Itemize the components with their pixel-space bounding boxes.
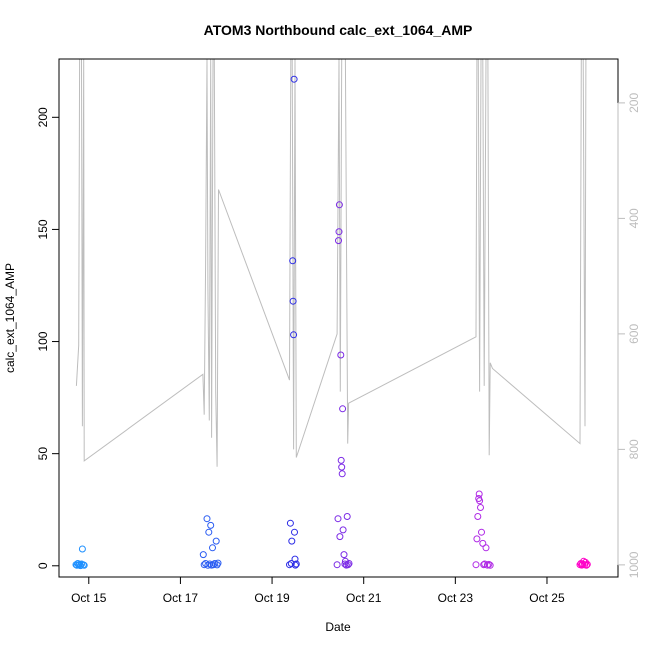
secondary-line — [75, 58, 587, 467]
data-point — [337, 456, 345, 464]
data-point — [291, 561, 299, 569]
y2-tick-label: 800 — [627, 439, 641, 459]
data-point — [339, 405, 347, 413]
data-point — [335, 228, 343, 236]
y-tick-label: 100 — [36, 331, 50, 351]
data-point — [477, 504, 484, 511]
y2-tick-label: 200 — [627, 93, 641, 113]
data-point — [334, 515, 342, 523]
data-point — [199, 551, 207, 559]
x-axis: Oct 15 Oct 17 Oct 19 Oct 21 Oct 23 Oct 25 — [71, 576, 565, 605]
chart-title: ATOM3 Northbound calc_ext_1064_AMP — [204, 22, 473, 38]
data-point — [214, 559, 222, 567]
x-tick-label: Oct 23 — [438, 591, 474, 605]
data-point — [288, 537, 296, 545]
data-point — [289, 257, 297, 265]
x-tick-label: Oct 21 — [346, 591, 382, 605]
data-point — [336, 533, 344, 541]
data-point — [474, 513, 482, 520]
data-point — [290, 331, 298, 339]
data-point — [205, 528, 213, 536]
data-point — [482, 544, 490, 552]
data-point — [290, 75, 298, 83]
data-point — [475, 490, 483, 498]
data-point — [338, 463, 346, 471]
x-tick-label: Oct 15 — [71, 591, 107, 605]
data-point — [582, 558, 589, 566]
secondary-series-line — [75, 58, 587, 467]
data-point — [485, 560, 493, 568]
data-point — [480, 561, 488, 569]
data-points — [72, 75, 591, 570]
x-tick-label: Oct 19 — [254, 591, 290, 605]
data-point — [286, 519, 294, 527]
y2-tick-label: 1000 — [627, 551, 641, 578]
data-point — [582, 561, 590, 569]
data-point — [289, 297, 297, 305]
data-point — [335, 201, 343, 209]
data-point — [287, 560, 295, 567]
data-point — [476, 497, 484, 505]
y2-tick-label: 600 — [627, 324, 641, 344]
data-point — [203, 515, 211, 523]
data-point — [473, 535, 481, 543]
y-axis-label: calc_ext_1064_AMP — [3, 263, 17, 373]
data-point — [335, 237, 342, 245]
data-point — [212, 537, 220, 545]
data-point — [333, 561, 341, 569]
data-point — [478, 528, 485, 536]
y-tick-label: 50 — [36, 447, 50, 461]
data-point — [77, 562, 84, 570]
y-tick-label: 0 — [36, 562, 50, 569]
data-point — [339, 526, 347, 534]
secondary-y-axis: 200 400 600 800 1000 — [617, 93, 641, 578]
data-point — [209, 561, 217, 569]
y-tick-label: 200 — [36, 107, 50, 127]
y-axis: 0 50 100 150 200 — [36, 107, 60, 569]
y-tick-label: 150 — [36, 219, 50, 239]
data-point — [341, 560, 349, 568]
data-point — [340, 551, 348, 559]
data-point — [486, 561, 494, 569]
data-point — [78, 545, 86, 553]
data-point — [583, 560, 591, 568]
data-point — [209, 544, 216, 552]
data-point — [207, 521, 215, 529]
x-tick-label: Oct 25 — [529, 591, 565, 605]
x-tick-label: Oct 17 — [163, 591, 199, 605]
data-point — [344, 561, 352, 569]
data-point — [80, 561, 88, 569]
x-axis-label: Date — [325, 620, 351, 634]
data-point — [291, 528, 298, 536]
data-point — [338, 470, 346, 478]
data-point — [337, 351, 345, 359]
data-point — [345, 560, 353, 567]
y2-tick-label: 400 — [627, 208, 641, 228]
data-point — [472, 561, 480, 569]
data-point — [343, 513, 351, 520]
data-point — [292, 560, 300, 568]
